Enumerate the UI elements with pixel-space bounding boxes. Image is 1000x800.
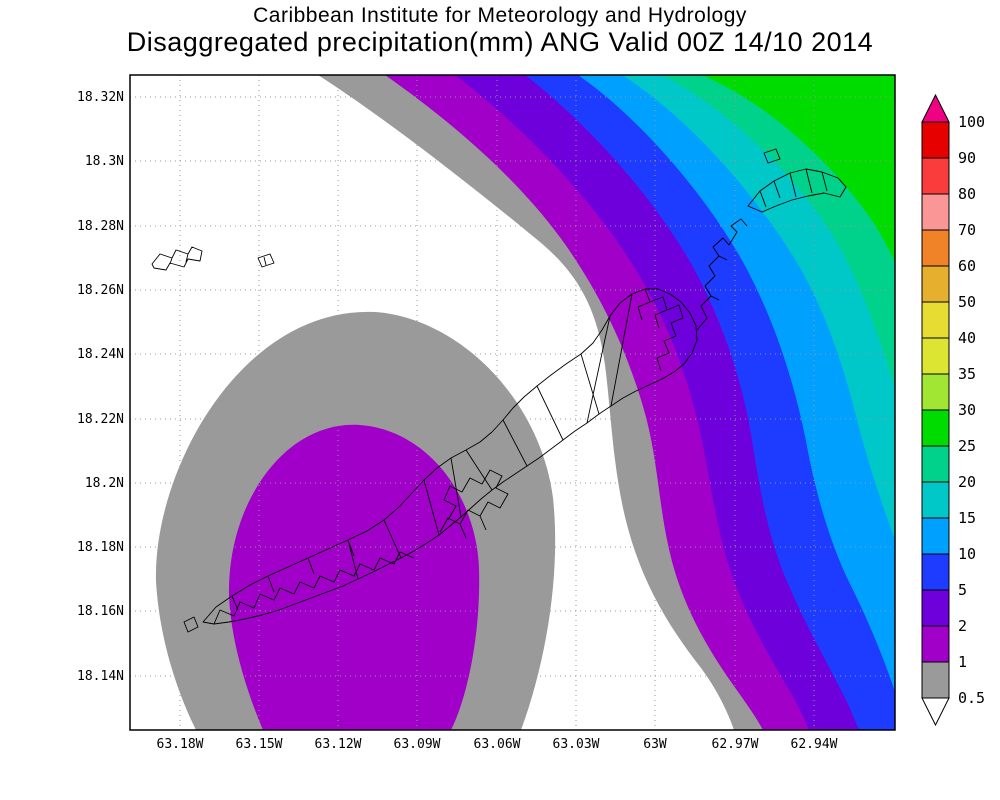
west-coast-parcels bbox=[213, 539, 415, 625]
colorbar-label: 5 bbox=[958, 581, 967, 599]
colorbar-segment bbox=[921, 517, 950, 555]
colorbar-arrow-bottom bbox=[921, 697, 950, 727]
colorbar-label: 30 bbox=[958, 401, 976, 419]
lon-tick-label: 63.12W bbox=[315, 737, 362, 752]
lat-tick-label: 18.3N bbox=[85, 154, 124, 169]
colorbar-label: 10 bbox=[958, 545, 976, 563]
scrub-island-cluster bbox=[747, 168, 847, 213]
colorbar-label: 35 bbox=[958, 365, 976, 383]
colorbar-segment bbox=[921, 121, 950, 159]
lat-tick-label: 18.26N bbox=[77, 283, 124, 298]
lon-tick-label: 62.94W bbox=[791, 737, 838, 752]
lat-tick-label: 18.2N bbox=[85, 476, 124, 491]
scrub-islet bbox=[763, 148, 781, 164]
colorbar-label: 40 bbox=[958, 329, 976, 347]
axis-labels: 63.18W 63.15W 63.12W 63.09W 63.06W 63.03W 63W 6… bbox=[77, 90, 838, 752]
lon-tick-label: 63W bbox=[643, 737, 667, 752]
chart-title: Disaggregated precipitation(mm) ANG Vali… bbox=[126, 27, 874, 57]
lat-tick-label: 18.16N bbox=[77, 604, 124, 619]
colorbar-arrow-top bbox=[921, 93, 950, 123]
lon-tick-label: 63.15W bbox=[236, 737, 283, 752]
colorbar-label: 0.5 bbox=[958, 689, 985, 707]
colorbar-segment bbox=[921, 445, 950, 483]
institution-title: Caribbean Institute for Meteorology and … bbox=[253, 4, 747, 27]
colorbar-segment bbox=[921, 193, 950, 231]
dog-island-cays bbox=[151, 246, 203, 271]
prickly-pear-cays bbox=[257, 253, 275, 268]
colorbar-label: 60 bbox=[958, 257, 976, 275]
lon-tick-label: 63.09W bbox=[394, 737, 441, 752]
central-south-parcels bbox=[439, 469, 509, 539]
latlon-grid bbox=[130, 75, 895, 730]
lon-tick-label: 63.03W bbox=[553, 737, 600, 752]
colorbar-label: 2 bbox=[958, 617, 967, 635]
colorbar-label: 100 bbox=[958, 113, 985, 131]
contour-bands bbox=[155, 75, 895, 730]
southwest-cay bbox=[183, 616, 199, 633]
colorbar-label: 1 bbox=[958, 653, 967, 671]
island-outlines bbox=[151, 148, 847, 633]
contour-band-1-sw bbox=[228, 424, 480, 730]
colorbar-segment bbox=[921, 553, 950, 591]
lat-tick-label: 18.32N bbox=[77, 90, 124, 105]
anguilla-interior-parcels bbox=[347, 293, 633, 580]
colorbar-segment bbox=[921, 337, 950, 375]
colorbar-label: 15 bbox=[958, 509, 976, 527]
colorbar-segment bbox=[921, 265, 950, 303]
colorbar-segment bbox=[921, 481, 950, 519]
colorbar-segment bbox=[921, 229, 950, 267]
lat-tick-label: 18.28N bbox=[77, 219, 124, 234]
colorbar-label: 90 bbox=[958, 149, 976, 167]
colorbar-segment bbox=[921, 157, 950, 195]
lat-tick-label: 18.24N bbox=[77, 347, 124, 362]
lat-tick-label: 18.22N bbox=[77, 412, 124, 427]
colorbar-segment bbox=[921, 301, 950, 339]
colorbar-segment bbox=[921, 589, 950, 627]
island-harbour-chain bbox=[696, 218, 748, 331]
colorbar-segment bbox=[921, 625, 950, 663]
lat-tick-label: 18.14N bbox=[77, 669, 124, 684]
colorbar-segment bbox=[921, 409, 950, 447]
colorbar-label: 50 bbox=[958, 293, 976, 311]
colorbar-label: 20 bbox=[958, 473, 976, 491]
northeast-parcels bbox=[637, 288, 684, 372]
colorbar-legend: 100 90 80 70 60 50 40 35 30 25 20 15 10 5 2 1 0.5 bbox=[921, 93, 985, 727]
lat-tick-label: 18.18N bbox=[77, 540, 124, 555]
contour-band-25-ne bbox=[702, 75, 895, 263]
colorbar-label: 70 bbox=[958, 221, 976, 239]
colorbar-segment bbox=[921, 661, 950, 699]
lon-tick-label: 62.97W bbox=[712, 737, 759, 752]
colorbar-segment bbox=[921, 373, 950, 411]
colorbar-label: 80 bbox=[958, 185, 976, 203]
plot-border bbox=[129, 74, 896, 731]
lon-tick-label: 63.18W bbox=[157, 737, 204, 752]
lon-tick-label: 63.06W bbox=[474, 737, 521, 752]
colorbar-label: 25 bbox=[958, 437, 976, 455]
